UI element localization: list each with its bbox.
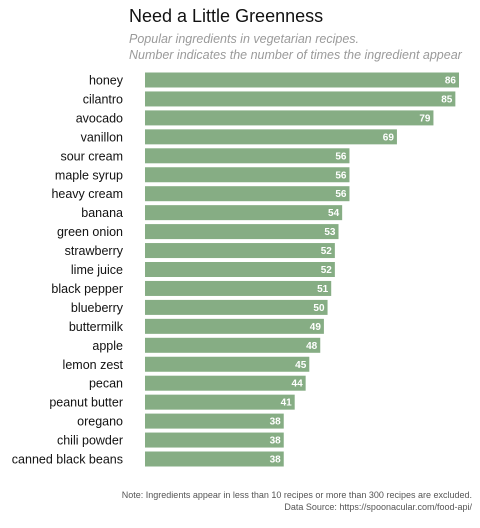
value-label-banana: 54 (328, 208, 340, 219)
value-label-black-pepper: 51 (317, 284, 329, 295)
category-label-apple: apple (92, 339, 123, 353)
bar-green-onion (145, 224, 339, 240)
value-label-canned-black-beans: 38 (270, 455, 282, 466)
value-label-buttermilk: 49 (310, 322, 322, 333)
bar-strawberry (145, 243, 335, 259)
value-label-pecan: 44 (292, 379, 304, 390)
bar-lime-juice (145, 262, 335, 277)
bar-canned-black-beans (145, 451, 284, 467)
category-label-heavy-cream: heavy cream (51, 187, 123, 201)
value-label-oregano: 38 (270, 417, 282, 428)
value-label-lime-juice: 52 (321, 265, 333, 276)
category-label-honey: honey (89, 74, 124, 88)
category-label-oregano: oregano (77, 415, 123, 429)
category-label-blueberry: blueberry (71, 301, 124, 315)
value-label-strawberry: 52 (321, 246, 333, 257)
category-label-cilantro: cilantro (83, 92, 123, 106)
bar-maple-syrup (145, 167, 350, 183)
value-label-chili-powder: 38 (270, 436, 282, 447)
category-label-buttermilk: buttermilk (69, 320, 124, 334)
category-label-avocado: avocado (76, 111, 123, 125)
value-label-vanillon: 69 (383, 132, 395, 143)
bar-black-pepper (145, 280, 332, 296)
value-label-cilantro: 85 (441, 94, 453, 105)
value-label-lemon-zest: 45 (295, 360, 307, 371)
bar-peanut-butter (145, 394, 295, 410)
chart-title: Need a Little Greenness (129, 6, 324, 26)
category-label-maple-syrup: maple syrup (55, 168, 123, 182)
category-label-banana: banana (81, 206, 123, 220)
value-label-heavy-cream: 56 (335, 189, 347, 200)
category-label-peanut-butter: peanut butter (49, 396, 123, 410)
category-label-vanillon: vanillon (81, 130, 123, 144)
chart-caption-note: Note: Ingredients appear in less than 10… (121, 490, 472, 500)
value-label-honey: 86 (445, 76, 457, 87)
value-label-peanut-butter: 41 (281, 398, 293, 409)
category-label-green-onion: green onion (57, 225, 123, 239)
category-label-lemon-zest: lemon zest (63, 358, 124, 372)
value-label-blueberry: 50 (313, 303, 325, 314)
bar-banana (145, 205, 343, 221)
bar-lemon-zest (145, 356, 310, 372)
category-label-canned-black-beans: canned black beans (12, 453, 123, 467)
bar-avocado (145, 110, 434, 126)
category-label-lime-juice: lime juice (71, 263, 123, 277)
value-label-avocado: 79 (419, 113, 431, 124)
value-label-apple: 48 (306, 341, 318, 352)
value-label-maple-syrup: 56 (335, 170, 347, 181)
bar-heavy-cream (145, 186, 350, 202)
bar-oregano (145, 413, 284, 429)
value-label-sour-cream: 56 (335, 151, 347, 162)
bar-honey (145, 72, 459, 88)
chart-subtitle-line-1: Popular ingredients in vegetarian recipe… (129, 32, 359, 46)
category-label-pecan: pecan (89, 377, 123, 391)
category-label-strawberry: strawberry (65, 244, 124, 258)
value-label-green-onion: 53 (324, 227, 336, 238)
bar-sour-cream (145, 148, 350, 164)
bar-chili-powder (145, 432, 284, 448)
bar-cilantro (145, 91, 456, 107)
chart-caption-source: Data Source: https://spoonacular.com/foo… (284, 502, 472, 512)
bar-buttermilk (145, 318, 324, 334)
category-label-black-pepper: black pepper (51, 282, 123, 296)
bar-blueberry (145, 299, 328, 315)
bar-apple (145, 337, 321, 353)
bar-vanillon (145, 129, 397, 145)
category-label-chili-powder: chili powder (57, 434, 123, 448)
category-label-sour-cream: sour cream (60, 149, 123, 163)
bar-pecan (145, 375, 306, 391)
chart-subtitle-line-2: Number indicates the number of times the… (129, 48, 462, 62)
